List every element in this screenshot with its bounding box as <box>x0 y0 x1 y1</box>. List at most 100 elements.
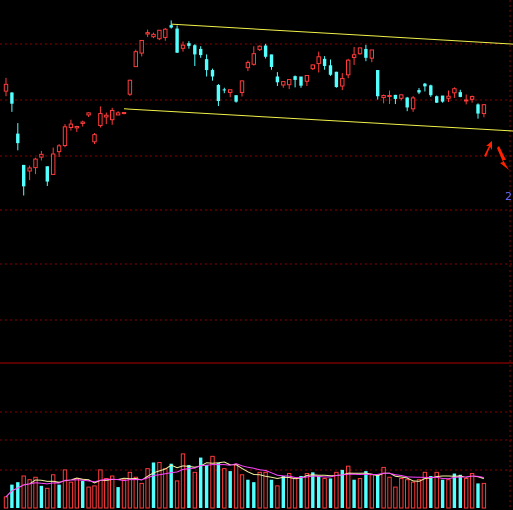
candle <box>22 164 26 196</box>
volume-bar-up <box>21 475 26 509</box>
volume-bar-down <box>317 476 321 508</box>
candle-body-up <box>110 110 115 121</box>
candle-body-up <box>464 99 469 102</box>
volume-bar-down <box>116 487 120 508</box>
candle <box>481 104 487 118</box>
candle-body-up <box>346 59 351 76</box>
candle-body-up <box>257 45 262 51</box>
volume-bar-up <box>393 486 398 509</box>
candle <box>187 41 191 49</box>
volume-bar-down <box>452 473 457 508</box>
volume-bar-up <box>157 461 162 509</box>
candle-body-down <box>376 70 380 97</box>
candle-body-up <box>39 153 44 158</box>
candle-body-up <box>27 167 32 172</box>
candle-body-down <box>440 95 445 102</box>
volume-bar-up <box>263 471 268 509</box>
candle <box>281 81 286 88</box>
candle-body-down <box>204 59 209 71</box>
candle-body-up <box>151 33 156 38</box>
volume-bar-down <box>429 476 433 508</box>
volume-bar-up <box>74 477 79 509</box>
candle <box>346 58 351 79</box>
volume-bar-up <box>239 474 245 509</box>
candle-body-down <box>222 89 226 91</box>
volume-bar-up <box>192 471 198 509</box>
volume-bar-up <box>322 477 327 509</box>
volume-bar-down <box>458 474 462 508</box>
down-arrow-icon <box>497 146 509 170</box>
volume-bar-up <box>145 468 150 509</box>
candle <box>234 95 238 103</box>
candle-body-down <box>299 76 303 86</box>
volume-bar-up <box>139 482 144 509</box>
candle <box>364 44 368 62</box>
candle-body-up <box>145 32 150 35</box>
volume-bar-up <box>292 477 298 509</box>
candle-body-down <box>210 70 215 77</box>
volume-bar-up <box>121 479 127 509</box>
volume-bar-up <box>27 479 32 509</box>
volume-bar-up <box>275 485 280 509</box>
candle <box>74 125 79 132</box>
candle-body-down <box>435 96 439 103</box>
volume-bar-down <box>39 485 44 508</box>
candle <box>157 29 162 41</box>
volume-bar-down <box>16 482 20 508</box>
volume-bar-down <box>281 476 285 508</box>
volume-bar-up <box>346 465 351 509</box>
candle-body-up <box>86 112 91 116</box>
candle-body-up <box>351 54 357 58</box>
candle <box>228 89 233 98</box>
price-grid <box>0 43 513 471</box>
candle <box>175 25 179 54</box>
candle <box>10 92 14 112</box>
volume-bar-up <box>68 481 74 509</box>
candle-body-down <box>10 92 14 104</box>
candle <box>245 60 251 72</box>
candle-body-down <box>275 76 280 83</box>
candle-body-down <box>193 45 197 55</box>
candle-body-up <box>481 104 487 115</box>
candle <box>357 47 363 55</box>
volume-bar-down <box>228 471 232 508</box>
candle <box>3 77 9 97</box>
candle <box>62 124 68 148</box>
volume-bar-down <box>57 484 61 508</box>
volume-bar-up <box>86 486 91 509</box>
candle-body-up <box>98 113 103 126</box>
candle-body-up <box>80 121 85 124</box>
volume-bar-down <box>81 480 85 508</box>
volume-bar-up <box>127 471 133 509</box>
candle <box>251 46 257 66</box>
channel-lower-line <box>123 108 513 132</box>
candle <box>210 68 215 81</box>
price-edge-label: 2 <box>505 190 512 203</box>
candle <box>86 112 91 117</box>
candle-body-up <box>369 49 375 59</box>
candle <box>16 123 20 151</box>
candle <box>263 43 268 59</box>
candle-body-up <box>51 153 56 175</box>
candle-body-up <box>399 94 404 99</box>
candle-body-up <box>68 123 74 128</box>
candle <box>429 84 433 97</box>
candle-body-down <box>216 85 221 101</box>
candle-body-down <box>334 71 339 88</box>
candle-body-up <box>452 88 457 94</box>
volume-bar-up <box>416 479 422 509</box>
volume-bar-down <box>252 482 256 508</box>
candle <box>293 75 297 88</box>
candle <box>316 51 321 73</box>
candle-body-down <box>405 97 409 108</box>
volume-bar-up <box>410 481 416 509</box>
candle-body-up <box>92 134 97 143</box>
candle <box>452 87 457 98</box>
volume-bar-down <box>199 457 203 508</box>
candle <box>139 39 144 57</box>
volume-bar-up <box>45 487 50 509</box>
candle-body-up <box>74 125 79 129</box>
volume-bar-up <box>381 466 386 509</box>
candle-body-up <box>139 39 144 54</box>
candle <box>56 144 62 158</box>
